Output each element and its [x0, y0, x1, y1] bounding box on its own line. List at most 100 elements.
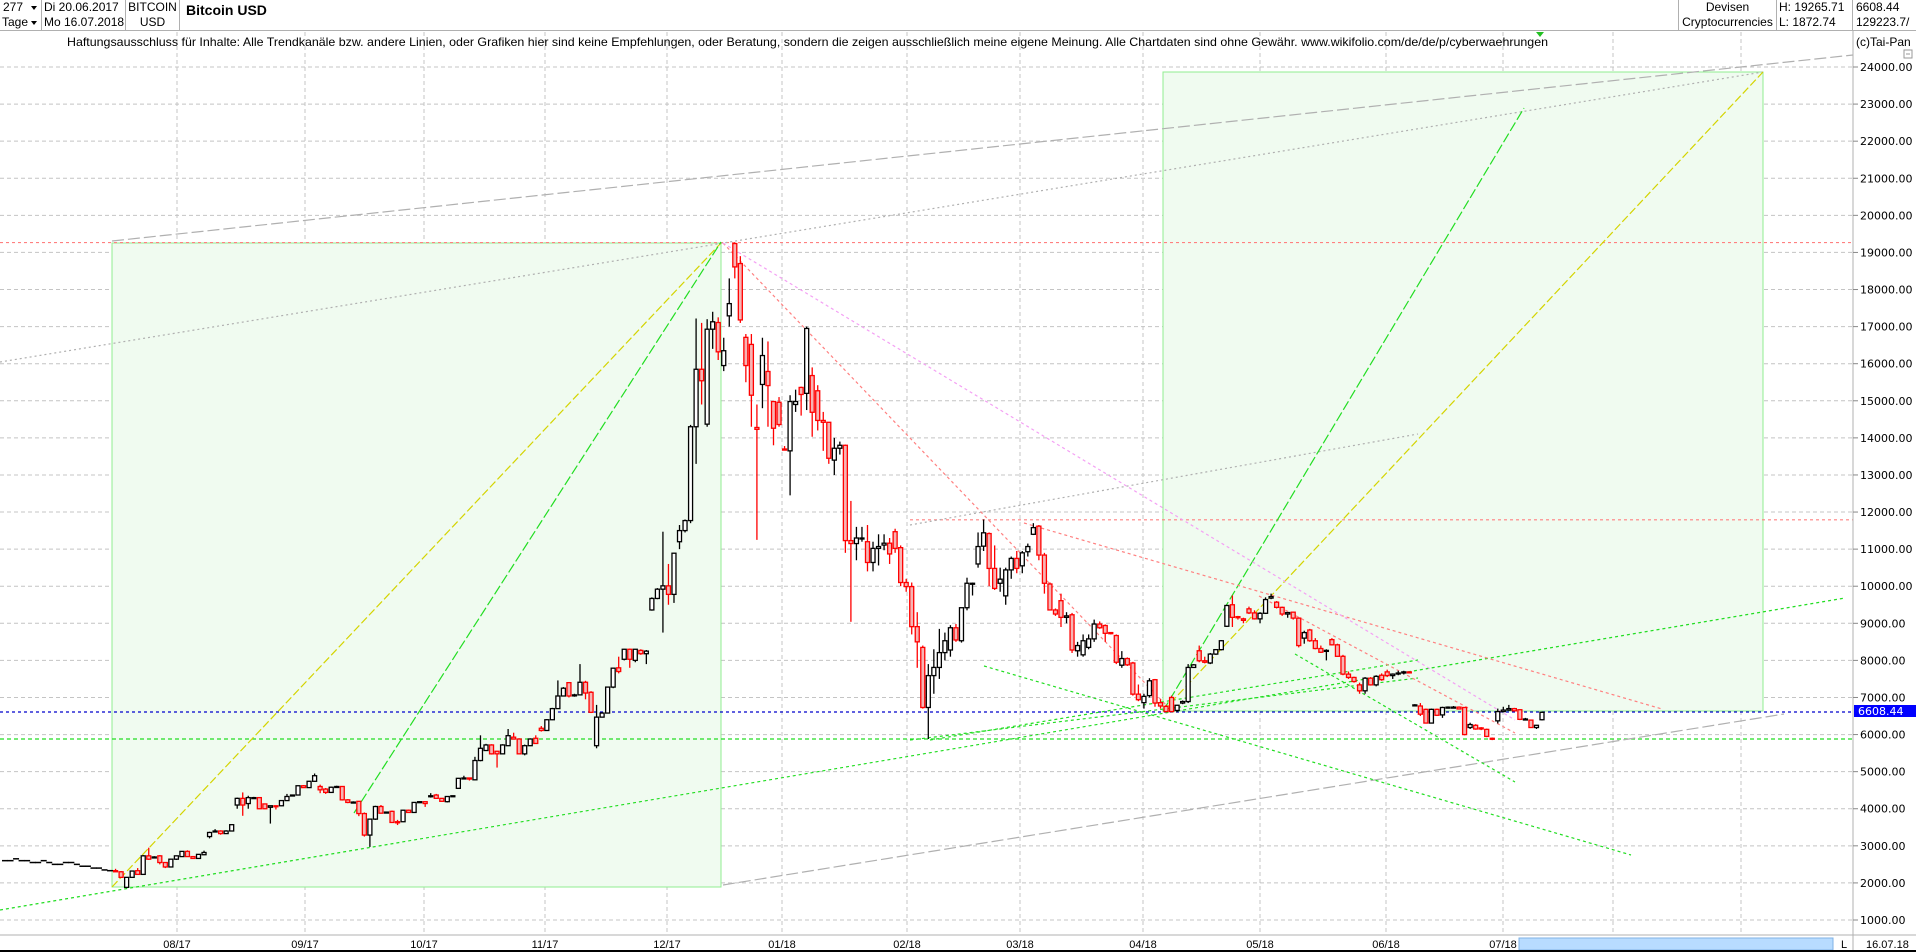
candle [1312, 638, 1318, 650]
candle-body [1152, 679, 1158, 704]
candle-body [1058, 600, 1064, 619]
y-tick-label: 3000.00 [1860, 840, 1906, 853]
candlestick-chart[interactable]: Haftungsausschluss für Inhalte: Alle Tre… [0, 31, 1916, 952]
candle [251, 796, 257, 800]
scroll-marker[interactable]: L [1841, 939, 1847, 951]
candle [892, 528, 898, 553]
x-tick-label: 03/18 [1006, 939, 1034, 951]
candle [361, 812, 368, 837]
y-tick-label: 22000.00 [1860, 135, 1913, 148]
candle [334, 785, 340, 789]
channel-top-line [111, 54, 1854, 242]
candle-body [1384, 671, 1390, 677]
candles [2, 242, 1545, 889]
candle-body [1312, 640, 1318, 650]
candle [842, 444, 849, 553]
candle [837, 441, 843, 455]
candle-body [1450, 706, 1457, 709]
falling-line [983, 665, 1632, 856]
candle [439, 797, 445, 802]
volume: 129223.7/ [1856, 15, 1910, 29]
candle [190, 855, 196, 860]
candle [223, 830, 229, 835]
candle [538, 726, 544, 732]
fan-line-green [353, 241, 722, 814]
candle-body [522, 745, 528, 755]
period-count-value: 277 [3, 0, 24, 14]
candle [516, 738, 522, 755]
candle [1213, 648, 1219, 655]
candle [903, 578, 909, 592]
candle-body [1500, 709, 1506, 713]
candle [417, 801, 423, 804]
y-tick-label: 7000.00 [1860, 691, 1906, 704]
candle [577, 664, 583, 696]
candle-body [262, 803, 268, 810]
candle [1025, 543, 1031, 557]
candle [118, 871, 124, 879]
candle [1202, 656, 1208, 664]
candle [1367, 677, 1374, 686]
candle [206, 831, 213, 839]
candle [643, 650, 649, 665]
candle-body [1102, 624, 1108, 634]
candle [743, 334, 749, 383]
candle [770, 400, 777, 446]
candle-body [168, 858, 174, 868]
candle [1262, 597, 1269, 615]
x-tick-label: 11/17 [532, 939, 559, 951]
candle [831, 437, 837, 475]
candle-body [505, 735, 511, 747]
candle [455, 777, 462, 789]
y-tick-label: 21000.00 [1860, 172, 1913, 185]
scrollbar-thumb[interactable] [1518, 937, 1834, 951]
candle [323, 787, 329, 794]
candle-body [809, 374, 815, 413]
candle-body [715, 321, 721, 353]
candle [1522, 717, 1529, 721]
candle-body [1273, 601, 1280, 609]
candle-body [975, 545, 981, 565]
candle-body [311, 775, 318, 782]
candle-body [190, 855, 196, 860]
candle [1152, 678, 1158, 707]
date-from[interactable]: Di 20.06.2017 [44, 0, 119, 14]
candle-body [1097, 623, 1103, 629]
candle-body [461, 777, 467, 780]
candle [1014, 550, 1020, 574]
period-count-dropdown[interactable]: 277 [0, 0, 41, 15]
candle [964, 577, 970, 611]
candle [809, 367, 815, 437]
chart-header: 277 Tage Di 20.06.2017 Mo 16.07.2018 BIT… [0, 0, 1916, 31]
candle-body [627, 648, 633, 660]
candle-body [1329, 638, 1335, 646]
candle-body [527, 738, 533, 747]
candle [870, 541, 876, 572]
candle-body [328, 786, 334, 794]
candle-body [925, 674, 931, 709]
candle [588, 691, 594, 714]
candle-body [632, 648, 638, 662]
candle-body [765, 370, 771, 387]
fan-line [909, 677, 1419, 741]
candle-body [549, 707, 555, 721]
candle [549, 707, 555, 721]
candle-body [184, 850, 191, 858]
candle [256, 796, 262, 810]
interval-value: Tage [2, 15, 29, 29]
collapse-icon[interactable] [1903, 49, 1913, 59]
candle [1439, 706, 1446, 718]
candle-body [251, 796, 257, 800]
candle-body [566, 681, 572, 697]
channel-mid-line [909, 433, 1419, 526]
candle-body [909, 585, 915, 628]
candle-body [146, 855, 152, 860]
date-to[interactable]: Mo 16.07.2018 [44, 15, 125, 29]
candle [1146, 678, 1153, 698]
candle [947, 625, 954, 657]
candle-body [980, 532, 987, 547]
candle-body [1047, 583, 1053, 611]
annotation-boxes [111, 71, 1764, 888]
candle [1511, 707, 1518, 712]
interval-dropdown[interactable]: Tage [0, 15, 41, 30]
